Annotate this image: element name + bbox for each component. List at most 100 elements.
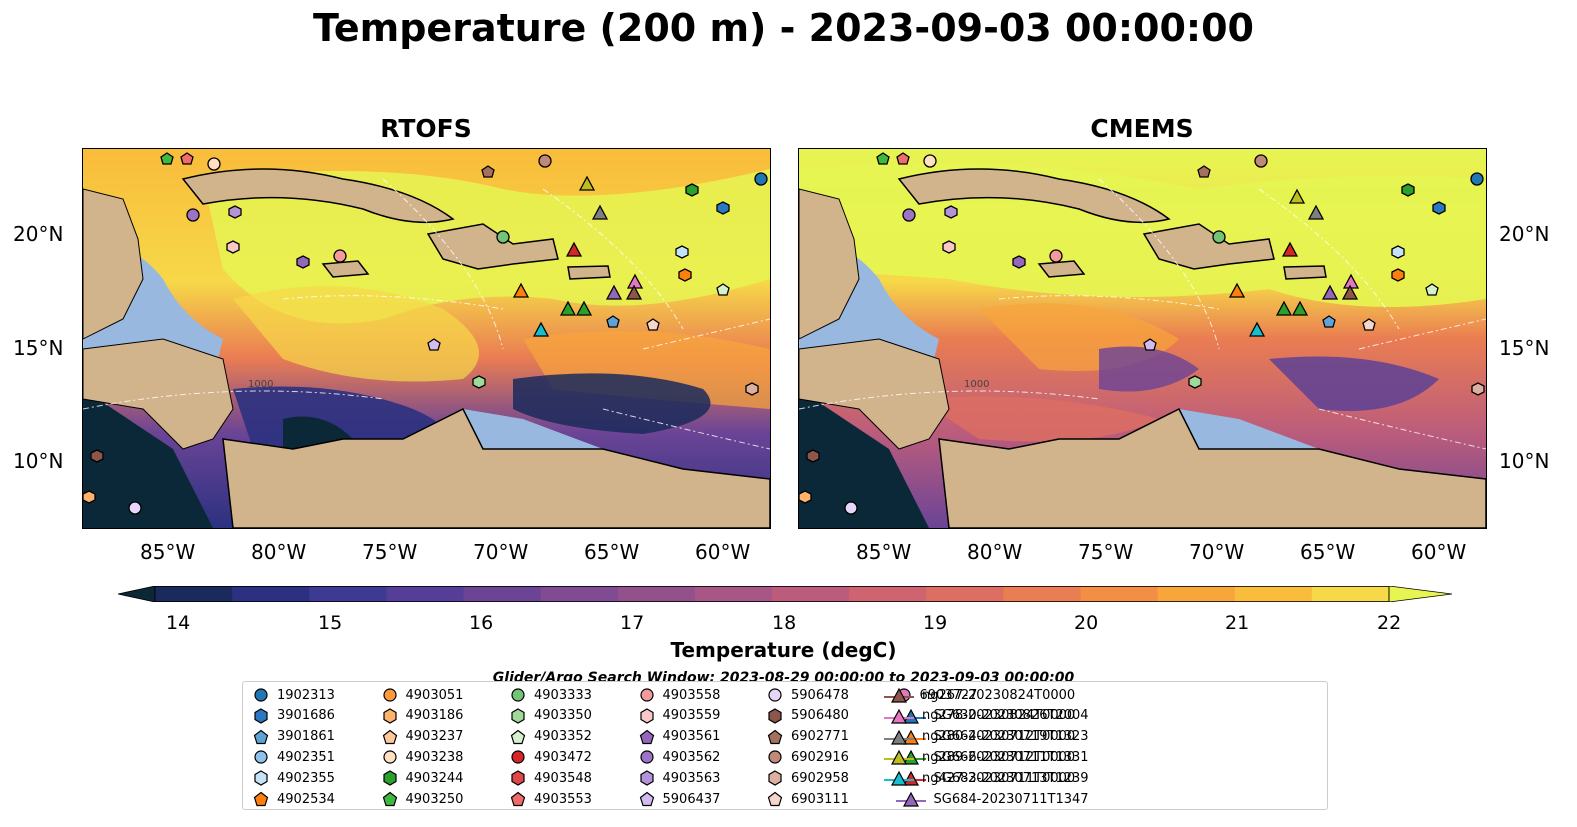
marker-sg683[interactable] — [1281, 241, 1299, 257]
legend-item[interactable]: 4903352 — [510, 727, 592, 747]
marker-6902958[interactable] — [1471, 382, 1485, 396]
legend-item[interactable]: ng280-20230712T0000 — [884, 727, 1075, 747]
marker-6903111[interactable] — [646, 318, 660, 331]
marker-4903563[interactable] — [228, 205, 242, 219]
legend-item[interactable]: 4903186 — [382, 706, 463, 726]
marker-sg684[interactable] — [605, 284, 623, 300]
marker-4903250[interactable] — [160, 152, 174, 165]
marker-4902355[interactable] — [1391, 245, 1405, 259]
marker-4902355[interactable] — [675, 245, 689, 259]
marker-ng280[interactable] — [591, 204, 609, 220]
marker-ng427[interactable] — [1248, 321, 1266, 337]
legend-item[interactable]: ng278-20230824T0000 — [884, 706, 1075, 726]
marker-3901686[interactable] — [716, 201, 730, 215]
marker-4903559[interactable] — [942, 240, 956, 254]
cmems-map[interactable]: 1000 — [798, 148, 1487, 529]
marker-3901686[interactable] — [1432, 201, 1446, 215]
marker-4903238[interactable] — [923, 154, 937, 168]
legend-item[interactable]: 5906478 — [767, 685, 849, 705]
legend-item[interactable]: 4903562 — [639, 747, 720, 767]
marker-4902534[interactable] — [1391, 268, 1405, 282]
legend-item[interactable]: 4903051 — [382, 685, 463, 705]
legend-item[interactable]: 4902351 — [253, 747, 335, 767]
marker-5906480[interactable] — [806, 449, 820, 463]
marker-3901861[interactable] — [1322, 315, 1336, 328]
legend-item[interactable]: 6902771 — [767, 727, 849, 747]
marker-4903352[interactable] — [716, 283, 730, 296]
marker-sg664[interactable] — [1228, 282, 1246, 298]
marker-ng289[interactable] — [578, 175, 596, 191]
marker-sg664[interactable] — [512, 282, 530, 298]
legend-item[interactable]: ng267-20230824T0000 — [884, 685, 1075, 705]
legend-item[interactable]: 3901686 — [253, 706, 335, 726]
marker-4903238[interactable] — [207, 157, 221, 171]
legend-item[interactable]: 5906437 — [639, 789, 720, 809]
marker-5906437[interactable] — [427, 338, 441, 351]
legend-item[interactable]: ng289-20230712T0000 — [884, 747, 1075, 767]
legend-item[interactable]: 6903111 — [767, 789, 849, 809]
marker-sg666-b[interactable] — [1291, 300, 1309, 316]
legend-item[interactable]: 4903563 — [639, 768, 720, 788]
marker-sg684[interactable] — [1321, 284, 1339, 300]
legend-item[interactable]: SG683-20230713T1239 — [895, 768, 1089, 788]
marker-4903186[interactable] — [799, 490, 812, 504]
marker-sg666[interactable] — [559, 300, 577, 316]
marker-ng267[interactable] — [1341, 284, 1359, 300]
marker-4903561[interactable] — [296, 255, 310, 269]
marker-5906437[interactable] — [1143, 338, 1157, 351]
marker-1902313[interactable] — [1470, 172, 1484, 186]
marker-4903333[interactable] — [496, 230, 510, 244]
marker-4903558[interactable] — [333, 249, 347, 263]
marker-4903561[interactable] — [1012, 255, 1026, 269]
marker-4903350[interactable] — [1188, 375, 1202, 389]
legend-item[interactable]: 4903559 — [639, 706, 720, 726]
legend-item[interactable]: 3901861 — [253, 727, 335, 747]
marker-4903558[interactable] — [1049, 249, 1063, 263]
legend-item[interactable]: 4903558 — [639, 685, 720, 705]
legend-item[interactable]: 4902534 — [253, 789, 335, 809]
marker-4903559[interactable] — [226, 240, 240, 254]
marker-5906478[interactable] — [128, 501, 142, 515]
marker-4903562[interactable] — [186, 208, 200, 222]
marker-4903333[interactable] — [1212, 230, 1226, 244]
marker-6902771[interactable] — [1197, 165, 1211, 178]
marker-ng289[interactable] — [1288, 188, 1306, 204]
rtofs-map[interactable]: 1000 — [82, 148, 771, 529]
legend-item[interactable]: 4903250 — [382, 789, 463, 809]
legend-item[interactable]: 6902916 — [767, 747, 849, 767]
marker-1902313[interactable] — [754, 172, 768, 186]
marker-4903562[interactable] — [902, 208, 916, 222]
marker-ng267[interactable] — [625, 284, 643, 300]
legend-item[interactable]: SG684-20230711T1347 — [895, 789, 1089, 809]
marker-sg666-b[interactable] — [575, 300, 593, 316]
marker-6902958[interactable] — [745, 382, 759, 396]
marker-sg683[interactable] — [565, 241, 583, 257]
marker-4903250[interactable] — [876, 152, 890, 165]
marker-4903186[interactable] — [83, 490, 96, 504]
legend-item[interactable]: 4903237 — [382, 727, 463, 747]
marker-4903350[interactable] — [472, 375, 486, 389]
legend-item[interactable]: 4903244 — [382, 768, 463, 788]
legend-item[interactable]: 4903350 — [510, 706, 592, 726]
legend-item[interactable]: 5906480 — [767, 706, 849, 726]
legend-item[interactable]: 4903333 — [510, 685, 592, 705]
marker-3901861[interactable] — [606, 315, 620, 328]
marker-6902916[interactable] — [538, 154, 552, 168]
marker-6902916[interactable] — [1254, 154, 1268, 168]
legend-item[interactable]: 6902958 — [767, 768, 849, 788]
marker-4903244[interactable] — [1401, 183, 1415, 197]
marker-6902771[interactable] — [481, 165, 495, 178]
legend-item[interactable]: SG666-20230711T1331 — [895, 747, 1089, 767]
legend-item[interactable]: 4903472 — [510, 747, 592, 767]
marker-ng280[interactable] — [1307, 204, 1325, 220]
legend-item[interactable]: 4903561 — [639, 727, 720, 747]
marker-4903563[interactable] — [944, 205, 958, 219]
legend-item[interactable]: 4903553 — [510, 789, 592, 809]
marker-ng427[interactable] — [532, 321, 550, 337]
marker-4903553[interactable] — [180, 152, 194, 165]
marker-4902534[interactable] — [678, 268, 692, 282]
marker-4903553[interactable] — [896, 152, 910, 165]
legend-item[interactable]: 1902313 — [253, 685, 335, 705]
marker-4903244[interactable] — [685, 183, 699, 197]
legend-item[interactable]: 4902355 — [253, 768, 335, 788]
